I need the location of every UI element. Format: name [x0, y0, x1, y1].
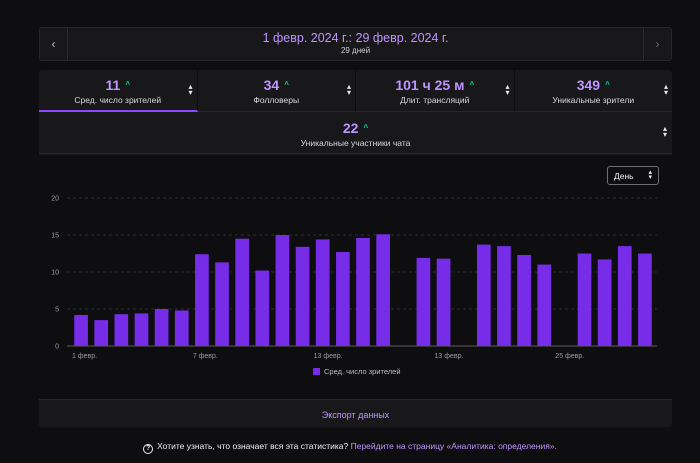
analytics-panel: 11 ^ Сред. число зрителей ▴ ▾ 34 ^ Фолловер…	[39, 70, 672, 427]
bar	[174, 310, 189, 346]
x-tick-label: 13 февр.	[434, 353, 463, 360]
bar	[376, 234, 390, 346]
sort-icon[interactable]: ▴ ▾	[663, 82, 668, 97]
footer-question: Хотите узнать, что означает вся эта стат…	[157, 441, 349, 451]
y-tick-label: 0	[55, 344, 59, 351]
chevron-right-icon: ›	[655, 37, 660, 51]
bar	[114, 314, 129, 346]
bar	[638, 253, 652, 346]
legend-swatch	[313, 368, 320, 375]
sort-icon[interactable]: ▴ ▾	[505, 82, 510, 97]
metric-label: Сред. число зрителей	[74, 95, 162, 105]
definitions-link[interactable]: Перейдите на страницу «Аналитика: опреде…	[350, 441, 557, 451]
bar	[275, 235, 290, 346]
trend-up-icon: ^	[125, 80, 130, 89]
metric-label: Длит. трансляций	[400, 95, 470, 105]
updown-chevron-icon: ▴ ▾	[648, 169, 652, 181]
x-tick-label: 25 февр.	[555, 353, 584, 360]
bar	[154, 309, 169, 346]
metric-label: Уникальные участники чата	[300, 138, 411, 148]
metric-tabs: 11 ^ Сред. число зрителей ▴ ▾ 34 ^ Фолловер…	[39, 70, 672, 112]
period-select[interactable]: День ▴ ▾	[607, 166, 659, 185]
x-tick-label: 7 февр.	[193, 353, 218, 360]
y-tick-label: 20	[51, 196, 59, 203]
metric-label: Фолловеры	[253, 95, 300, 105]
bar	[537, 264, 552, 346]
x-tick-label: 1 февр.	[72, 353, 97, 360]
bar	[295, 246, 310, 346]
bar	[476, 244, 491, 346]
metric-value: 34	[263, 77, 280, 93]
chart-area	[39, 155, 672, 399]
date-range-label: 1 февр. 2024 г.: 29 февр. 2024 г.	[262, 31, 449, 45]
bar	[597, 259, 612, 346]
metric-value: 22	[342, 120, 359, 136]
bar	[134, 313, 149, 346]
y-tick-label: 5	[55, 307, 59, 314]
y-tick-label: 10	[51, 270, 59, 277]
bar	[416, 257, 431, 346]
avg-viewers-chart: 0 5 10 15 20 1 февр. 7 февр. 13 февр. 13 февр. 25…	[51, 196, 657, 376]
metric-value: 349	[576, 77, 601, 93]
chevron-left-icon: ‹	[51, 37, 56, 51]
tab-followers[interactable]: 34 ^ Фолловеры ▴ ▾	[197, 70, 356, 112]
date-range-header: ‹ 1 февр. 2024 г.: 29 февр. 2024 г. 29 д…	[39, 27, 672, 61]
period-select-value: День	[614, 171, 634, 181]
trend-up-icon: ^	[284, 80, 289, 89]
x-tick-label: 13 февр.	[314, 353, 343, 360]
question-icon: ?	[143, 444, 154, 454]
metric-value: 101 ч 25 м	[395, 77, 465, 93]
bar	[577, 253, 592, 346]
tab-unique-chatters[interactable]: 22 ^ Уникальные участники чата ▴ ▾	[39, 112, 672, 154]
bar	[255, 270, 270, 346]
next-period-button[interactable]: ›	[643, 28, 671, 60]
sort-icon[interactable]: ▴ ▾	[662, 124, 667, 139]
bar	[356, 237, 370, 346]
previous-period-button[interactable]: ‹	[40, 28, 68, 60]
bar	[315, 239, 330, 346]
metric-label: Уникальные зрители	[552, 95, 635, 105]
y-tick-label: 15	[51, 233, 59, 240]
bar	[497, 246, 511, 346]
tab-stream-duration[interactable]: 101 ч 25 м ^ Длит. трансляций ▴ ▾	[356, 70, 515, 112]
metric-value: 11	[105, 77, 121, 93]
sort-icon[interactable]: ▴ ▾	[188, 82, 193, 97]
legend-label: Сред. число зрителей	[324, 367, 401, 376]
bar	[215, 262, 229, 346]
bar	[336, 252, 350, 346]
trend-up-icon: ^	[363, 123, 369, 132]
footer-help: ? Хотите узнать, что означает вся эта ста…	[0, 441, 700, 454]
export-data-button[interactable]: Экспорт данных	[39, 399, 672, 427]
bar	[617, 246, 632, 346]
trend-up-icon: ^	[605, 80, 610, 89]
sort-icon[interactable]: ▴ ▾	[346, 82, 351, 97]
bar	[235, 238, 250, 346]
bar	[517, 254, 531, 346]
bar	[74, 314, 88, 346]
bar	[195, 254, 209, 346]
bar	[436, 258, 451, 346]
bar	[94, 320, 109, 346]
trend-up-icon: ^	[469, 80, 475, 89]
tab-unique-viewers[interactable]: 349 ^ Уникальные зрители ▴ ▾	[514, 70, 672, 112]
days-count: 29 дней	[340, 46, 371, 55]
tab-avg-viewers[interactable]: 11 ^ Сред. число зрителей ▴ ▾	[39, 70, 198, 112]
